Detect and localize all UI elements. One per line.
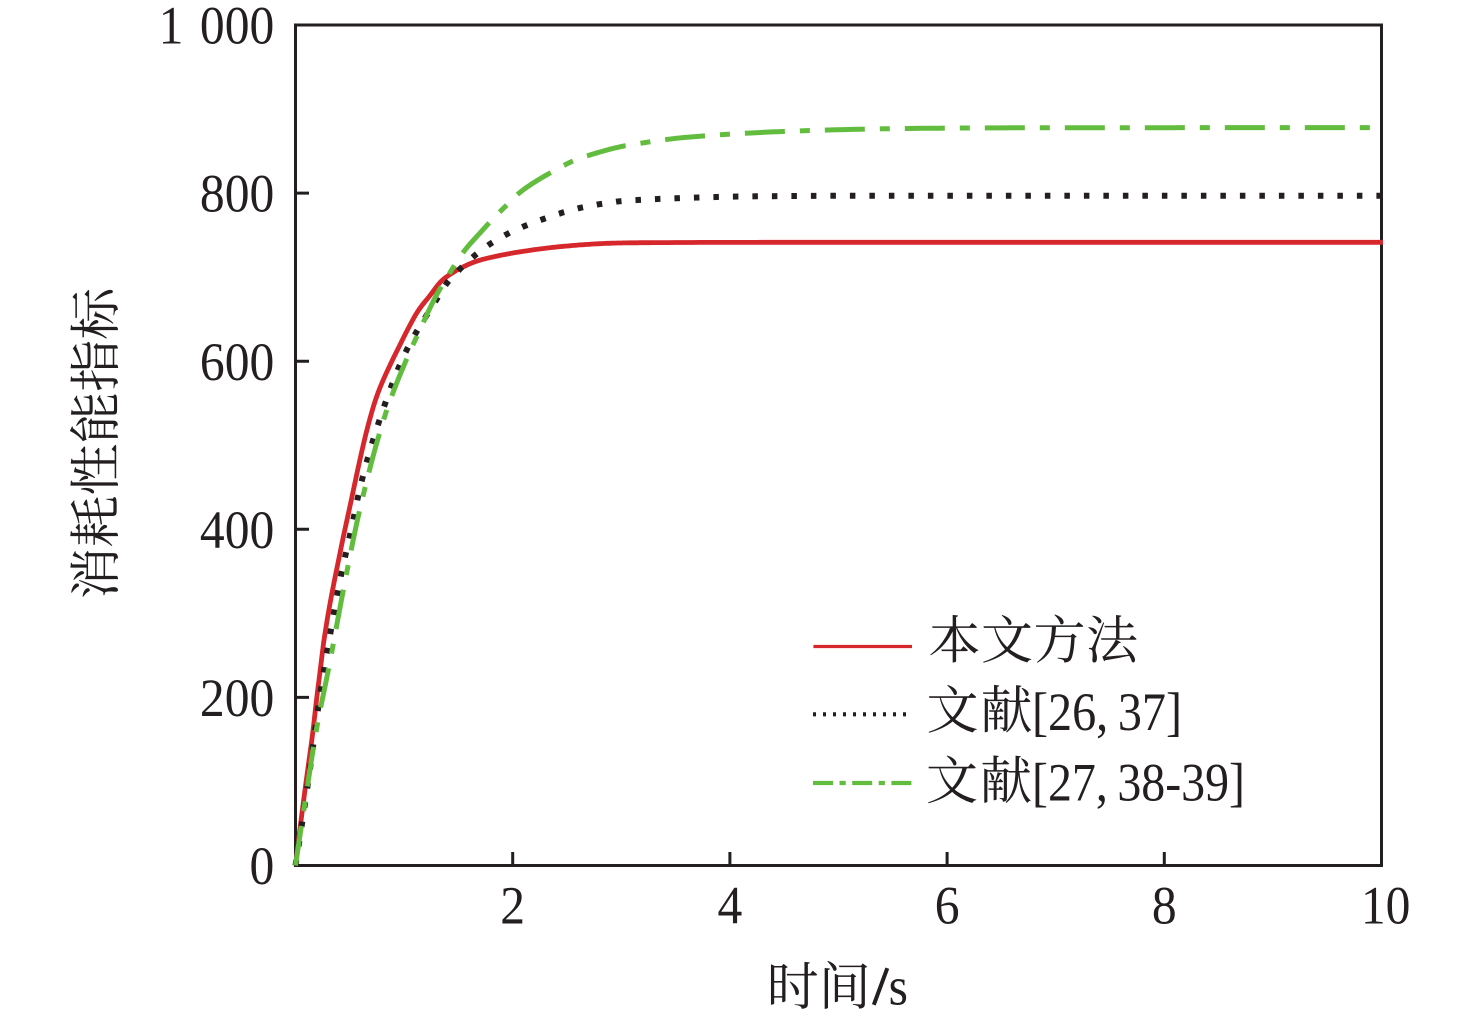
svg-text:2: 2	[500, 877, 525, 936]
svg-text:1 000: 1 000	[159, 0, 275, 56]
svg-text:600: 600	[200, 333, 274, 392]
svg-text:200: 200	[200, 669, 274, 728]
svg-text:8: 8	[1152, 877, 1177, 936]
svg-text:10: 10	[1361, 877, 1411, 936]
svg-text:800: 800	[200, 165, 274, 224]
svg-text:0: 0	[250, 837, 275, 896]
svg-text:[26, 37]: [26, 37]	[1032, 684, 1182, 743]
svg-text:s: s	[889, 958, 908, 1017]
svg-text:400: 400	[200, 501, 274, 560]
svg-text:6: 6	[935, 877, 960, 936]
svg-text:[27, 38-39]: [27, 38-39]	[1032, 754, 1245, 813]
svg-text:4: 4	[718, 877, 743, 936]
